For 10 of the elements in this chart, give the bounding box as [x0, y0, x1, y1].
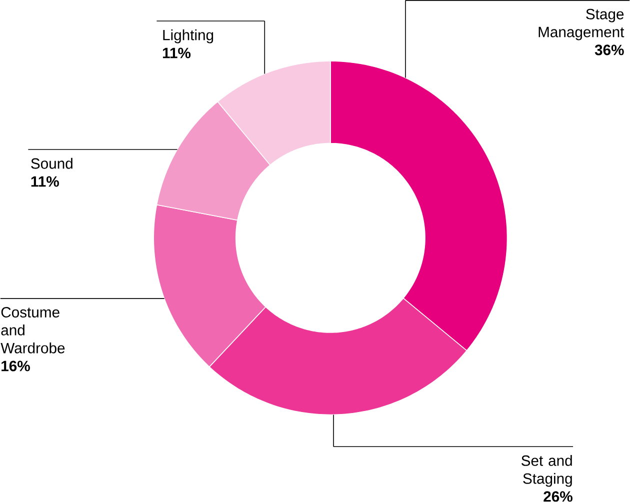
- data-label: 36%: [594, 44, 624, 56]
- slice-label: Stage Management: [538, 8, 624, 40]
- slice-label: Set and Staging: [522, 455, 572, 487]
- data-label: 26%: [544, 491, 572, 502]
- data-label: 11%: [31, 176, 59, 187]
- data-label: 11%: [162, 48, 191, 58]
- slice-label: Costume and Wardrobe: [0, 307, 65, 354]
- data-label: 16%: [2, 360, 30, 372]
- slice-label: Sound: [31, 158, 72, 169]
- slice-label: Lighting: [163, 30, 214, 44]
